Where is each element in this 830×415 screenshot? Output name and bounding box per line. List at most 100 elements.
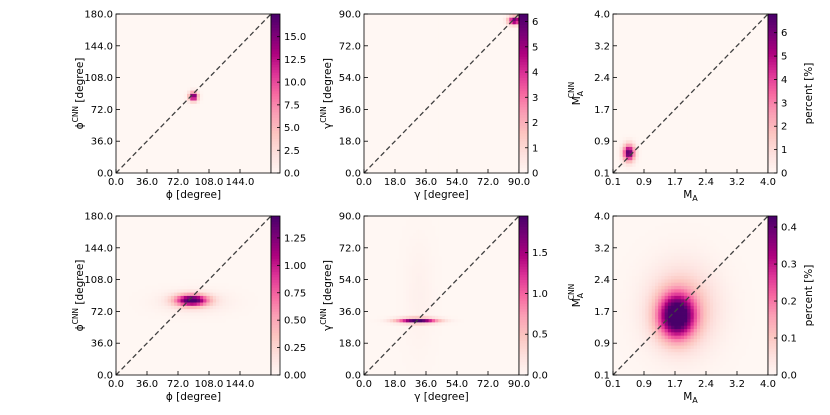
heatmap-cell — [212, 166, 217, 171]
heatmap-cell — [457, 93, 462, 98]
heatmap-cell — [454, 163, 459, 167]
heatmap-cell — [438, 136, 442, 141]
heatmap-cell — [170, 17, 175, 22]
heatmap-cell — [251, 63, 256, 68]
heatmap-cell — [209, 96, 214, 101]
heatmap-cell — [428, 123, 433, 128]
heatmap-cell — [506, 146, 510, 151]
heatmap-cell — [483, 96, 488, 101]
heatmap-cell — [145, 86, 149, 91]
heatmap-cell — [370, 67, 375, 71]
heatmap-cell — [154, 76, 159, 81]
heatmap-cell — [515, 146, 520, 151]
heatmap-cell — [206, 23, 211, 28]
heatmap-cell — [267, 86, 272, 91]
heatmap-cell — [216, 156, 220, 161]
heatmap-cell — [164, 113, 169, 118]
heatmap-cell — [393, 149, 397, 154]
heatmap-cell — [216, 153, 220, 157]
heatmap-cell — [145, 43, 149, 48]
heatmap-cell — [470, 169, 475, 174]
heatmap-cell — [467, 40, 471, 45]
heatmap-cell — [364, 110, 368, 114]
heatmap-cell — [405, 169, 410, 174]
heatmap-cell — [386, 120, 391, 124]
heatmap-cell — [251, 103, 256, 108]
heatmap-cell — [177, 33, 181, 38]
heatmap-cell — [422, 96, 426, 101]
heatmap-cell — [251, 14, 256, 18]
heatmap-cell — [493, 136, 497, 141]
heatmap-cell — [222, 116, 227, 121]
heatmap-cell — [209, 86, 214, 91]
heatmap-cell — [512, 123, 517, 128]
heatmap-cell — [132, 20, 136, 25]
heatmap-cell — [264, 86, 269, 91]
heatmap-cell — [135, 53, 140, 58]
heatmap-cell — [464, 146, 468, 151]
heatmap-cell — [418, 73, 423, 78]
heatmap-cell — [451, 139, 455, 144]
heatmap-cell — [499, 156, 504, 161]
heatmap-cell — [428, 67, 433, 71]
heatmap-cell — [151, 17, 156, 22]
heatmap-cell — [148, 43, 152, 48]
heatmap-cell — [509, 103, 513, 108]
heatmap-cell — [431, 129, 436, 134]
heatmap-cell — [190, 76, 194, 81]
heatmap-cell — [216, 80, 220, 84]
heatmap-cell — [261, 37, 265, 41]
heatmap-cell — [496, 30, 501, 35]
heatmap-cell — [254, 40, 259, 45]
heatmap-cell — [473, 96, 478, 101]
heatmap-cell — [241, 83, 246, 88]
heatmap-cell — [367, 27, 371, 31]
heatmap-cell — [209, 40, 214, 45]
heatmap-cell — [245, 116, 249, 121]
heatmap-cell — [473, 100, 478, 104]
heatmap-cell — [447, 96, 452, 101]
heatmap-cell — [170, 143, 175, 147]
heatmap-cell — [428, 53, 433, 58]
heatmap-cell — [473, 67, 478, 71]
heatmap-cell — [190, 153, 194, 157]
heatmap-cell — [206, 106, 211, 111]
heatmap-cell — [486, 139, 491, 144]
heatmap-cell — [415, 110, 420, 114]
heatmap-cell — [154, 60, 159, 65]
heatmap-cell — [180, 37, 185, 41]
heatmap-cell — [177, 166, 181, 171]
heatmap-cell — [180, 123, 185, 128]
heatmap-cell — [493, 20, 497, 25]
heatmap-cell — [405, 93, 410, 98]
heatmap-cell — [216, 136, 220, 141]
heatmap-cell — [415, 33, 420, 38]
heatmap-cell — [441, 166, 446, 171]
heatmap-cell — [619, 50, 624, 55]
heatmap-cell — [438, 126, 442, 131]
heatmap-cell — [483, 57, 488, 61]
heatmap-cell — [251, 50, 256, 55]
heatmap-cell — [116, 80, 120, 84]
heatmap-cell — [454, 159, 459, 164]
heatmap-cell — [122, 169, 127, 174]
heatmap-cell — [451, 120, 455, 124]
heatmap-cell — [135, 156, 140, 161]
heatmap-cell — [441, 30, 446, 35]
heatmap-cell — [119, 60, 123, 65]
heatmap-cell — [151, 163, 156, 167]
colorbar-segment — [271, 151, 280, 155]
colorbar-segment — [519, 56, 528, 60]
heatmap-cell — [367, 43, 371, 48]
heatmap-cell — [376, 110, 381, 114]
heatmap-cell — [619, 100, 624, 104]
heatmap-cell — [245, 23, 249, 28]
heatmap-cell — [473, 70, 478, 75]
heatmap-cell — [125, 47, 130, 51]
heatmap-cell — [393, 166, 397, 171]
heatmap-cell — [170, 133, 175, 137]
heatmap-cell — [380, 156, 384, 161]
heatmap-cell — [486, 159, 491, 164]
y-tick-label: 0.0 — [97, 169, 113, 180]
heatmap-cell — [138, 126, 143, 131]
